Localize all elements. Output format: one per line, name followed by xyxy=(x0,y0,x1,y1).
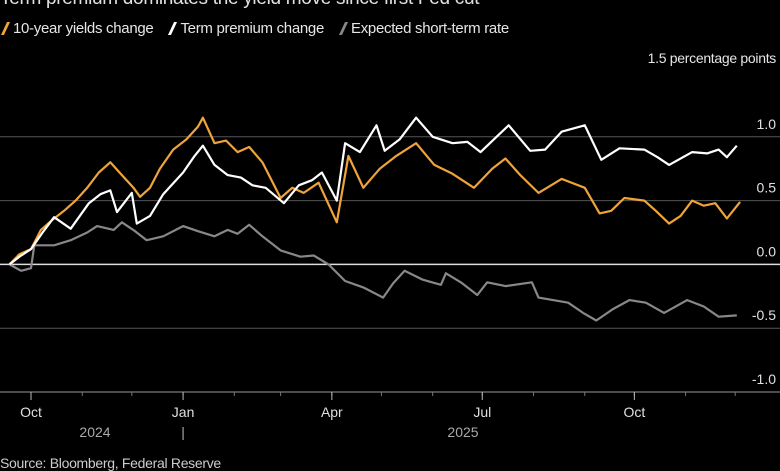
year-label: 2025 xyxy=(447,424,478,440)
chart-title: Term premium dominates the yield move si… xyxy=(0,0,480,10)
y-tick-label: 1.0 xyxy=(757,116,777,132)
legend-label-expected-rate: Expected short-term rate xyxy=(351,20,509,37)
legend-label-10y: 10-year yields change xyxy=(13,20,154,37)
series-expected-rate-line xyxy=(8,221,737,322)
legend-item-term-premium: Term premium change xyxy=(167,20,324,37)
y-tick-label: 0.0 xyxy=(757,243,777,259)
x-tick-label: Apr xyxy=(321,404,343,420)
series-term-premium-line xyxy=(8,116,738,266)
legend-item-10y: 10-year yields change xyxy=(0,20,154,37)
year-separator: | xyxy=(181,424,185,440)
x-tick-label: Jul xyxy=(473,404,491,420)
x-tick-label: Oct xyxy=(20,404,42,420)
x-tick-label: Jan xyxy=(172,404,195,420)
y-unit-label: 1.5 percentage points xyxy=(647,50,777,66)
legend-item-expected-rate: Expected short-term rate xyxy=(338,20,509,37)
y-tick-label: 0.5 xyxy=(757,180,777,196)
series-10y-yields-line xyxy=(8,116,741,266)
legend: 10-year yields change Term premium chang… xyxy=(0,20,509,37)
year-label: 2024 xyxy=(79,424,110,440)
y-tick-label: -0.5 xyxy=(752,307,776,323)
legend-label-term-premium: Term premium change xyxy=(180,20,324,37)
source-note: Source: Bloomberg, Federal Reserve xyxy=(0,455,221,471)
x-tick-label: Oct xyxy=(623,404,645,420)
y-tick-label: -1.0 xyxy=(752,371,776,387)
